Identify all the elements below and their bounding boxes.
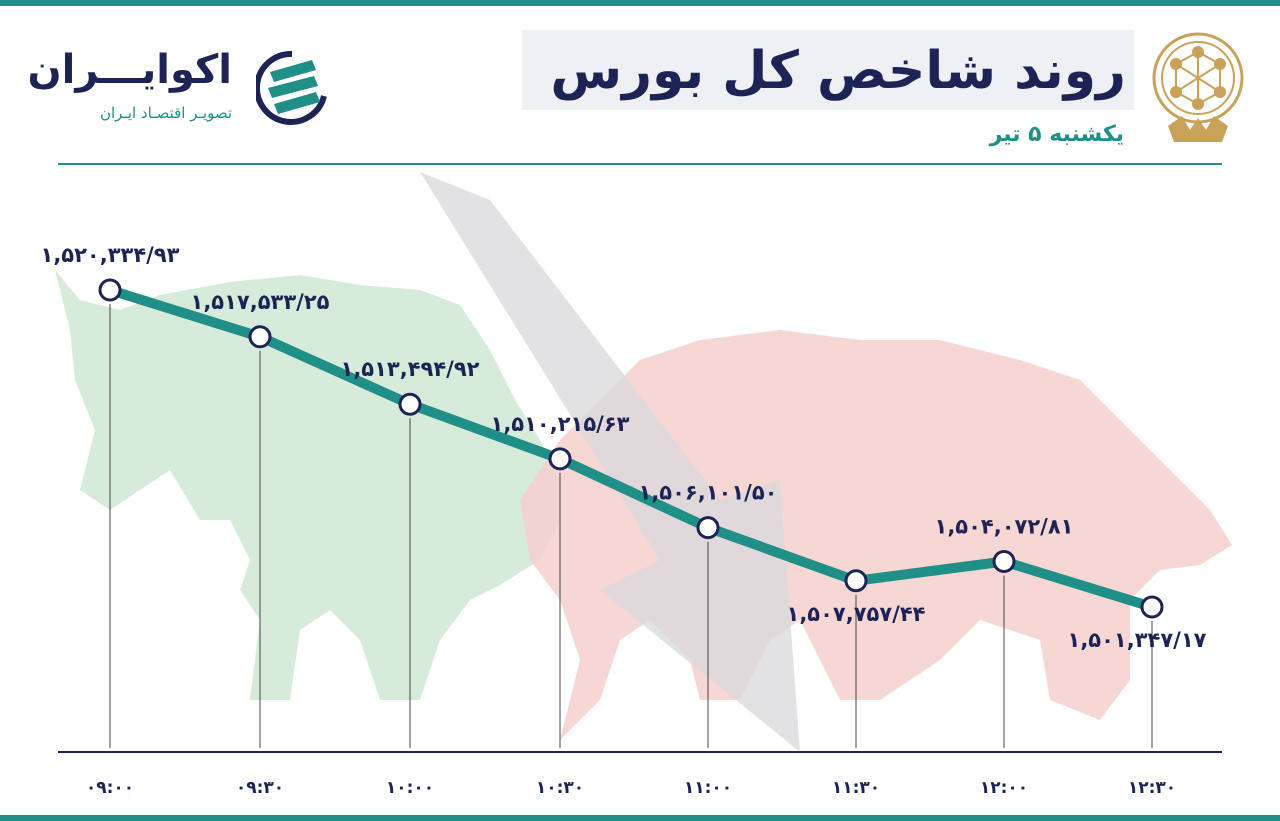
header-divider <box>58 163 1222 165</box>
x-tick-label: ۰۹:۳۰ <box>236 778 284 798</box>
data-point <box>548 447 572 471</box>
data-point <box>844 569 868 593</box>
bull-silhouette <box>55 270 560 700</box>
x-tick-label: ۱۲:۳۰ <box>1128 778 1176 798</box>
data-label: ۱,۵۲۰,۳۳۴/۹۳ <box>41 243 180 267</box>
title-banner <box>522 30 1134 110</box>
x-tick-label: ۱۱:۰۰ <box>684 778 732 798</box>
ecoiran-logo-icon <box>256 50 327 125</box>
x-tick-label: ۱۰:۰۰ <box>386 778 434 798</box>
x-tick-label: ۰۹:۰۰ <box>86 778 134 798</box>
x-tick-labels: ۰۹:۰۰ ۰۹:۳۰ ۱۰:۰۰ ۱۰:۳۰ ۱۱:۰۰ ۱۱:۳۰ ۱۲:۰… <box>86 778 1176 798</box>
data-label: ۱,۵۰۴,۰۷۲/۸۱ <box>935 515 1074 539</box>
data-point <box>1140 595 1164 619</box>
brand-name: اکوایـــران <box>27 47 232 93</box>
data-point <box>992 550 1016 573</box>
data-label: ۱,۵۱۰,۲۱۵/۶۳ <box>491 412 630 436</box>
data-label: ۱,۵۱۳,۴۹۴/۹۲ <box>341 357 480 381</box>
chart-title: روند شاخص کل بورس <box>550 41 1126 101</box>
bottom-frame-bar <box>0 815 1280 821</box>
background-illustration <box>55 172 1232 752</box>
data-label: ۱,۵۱۷,۵۳۳/۲۵ <box>191 290 330 314</box>
drop-lines <box>109 304 1153 748</box>
index-series-line <box>105 285 1157 612</box>
brand-tagline: تصویـر اقتصـاد ایـران <box>99 104 232 122</box>
data-point <box>696 516 720 540</box>
data-points <box>98 278 1164 619</box>
data-label: ۱,۵۰۶,۱۰۱/۵۰ <box>639 481 778 505</box>
chart-date: یکشنبه ۵ تیر <box>989 122 1124 147</box>
data-point <box>98 278 122 302</box>
stock-exchange-emblem-icon <box>1152 32 1244 142</box>
data-label: ۱,۵۰۱,۳۴۷/۱۷ <box>1068 628 1207 652</box>
data-point <box>248 325 272 349</box>
top-frame-bar <box>0 0 1280 6</box>
x-tick-label: ۱۲:۰۰ <box>980 778 1028 798</box>
data-labels: ۱,۵۲۰,۳۳۴/۹۳ ۱,۵۱۷,۵۳۳/۲۵ ۱,۵۱۳,۴۹۴/۹۲ ۱… <box>41 243 1207 652</box>
x-tick-label: ۱۱:۳۰ <box>832 778 880 798</box>
data-label: ۱,۵۰۷,۷۵۷/۴۴ <box>787 602 926 626</box>
x-tick-label: ۱۰:۳۰ <box>536 778 584 798</box>
data-point <box>398 392 422 416</box>
down-arrow-shape <box>420 172 800 752</box>
